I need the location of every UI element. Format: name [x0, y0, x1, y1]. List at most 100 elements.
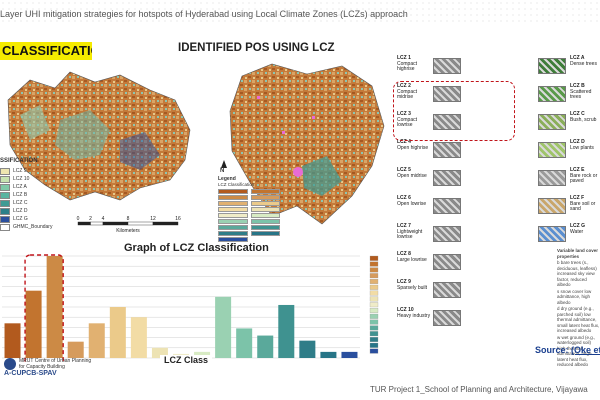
- lcz-code: LCZ 1: [397, 55, 411, 61]
- legend-swatch: [0, 167, 10, 175]
- lcz-name: Low plants: [570, 144, 594, 151]
- lcz-name: Compact highrise: [397, 60, 418, 73]
- lcz-illustration-icon: [538, 58, 566, 74]
- scale-tick-label: 2: [89, 216, 92, 222]
- chart-bar: [299, 340, 316, 358]
- lcz-reference-item: LCZ F Bare soil or sand: [570, 195, 600, 213]
- lcz-reference-item: LCZ B Scattered trees: [570, 83, 600, 101]
- lcz-illustration-icon: [433, 198, 461, 214]
- lcz-illustration-icon: [538, 114, 566, 130]
- mid-legend-title: Legend: [218, 176, 236, 182]
- chart-bar: [320, 351, 337, 358]
- scale-tick-label: 12: [150, 216, 156, 222]
- lcz-reference-item: LCZ 6 Open lowrise: [397, 195, 433, 207]
- lcz-name: Bare soil or sand: [570, 200, 596, 213]
- chart-legend-swatch: [369, 331, 379, 337]
- chart-bar: [194, 351, 211, 358]
- lcz-code: LCZ 7: [397, 223, 411, 229]
- lcz-name: Sparsely built: [397, 284, 428, 291]
- legend-swatch: [0, 175, 10, 183]
- lcz-name: Water: [570, 228, 584, 235]
- chart-bar: [278, 304, 295, 358]
- mid-legend-grid: [218, 189, 280, 242]
- lcz-illustration-icon: [433, 254, 461, 270]
- chart-legend-swatch: [369, 261, 379, 267]
- chart-legend-swatch: [369, 296, 379, 302]
- scale-segment: [102, 221, 129, 226]
- scale-tick-label: 16: [175, 216, 181, 222]
- lcz-illustration-icon: [433, 226, 461, 242]
- chart-legend-swatch: [369, 313, 379, 319]
- chart-legend-swatch: [369, 302, 379, 308]
- lcz-illustration-icon: [433, 142, 461, 158]
- hyderabad-lcz-map: [0, 60, 200, 220]
- lcz-code: LCZ F: [570, 195, 585, 201]
- lcz-reference-item: LCZ 8 Large lowrise: [397, 251, 433, 263]
- lcz-code: LCZ 10: [397, 307, 414, 313]
- identified-pos-heading: IDENTIFIED POS USING LCZ: [178, 42, 335, 54]
- mid-legend-swatch: [250, 207, 280, 212]
- left-legend-item: LCZ 10: [0, 175, 70, 183]
- classification-heading: CLASSIFICATION: [0, 42, 92, 60]
- lcz-illustration-icon: [538, 226, 566, 242]
- variable-land-cover-note: Variable land cover properties b bare tr…: [557, 248, 600, 368]
- chart-highlight-box: [24, 254, 64, 368]
- legend-label: LCZ 9: [13, 168, 27, 174]
- mid-legend-swatch: [218, 213, 248, 218]
- lcz-illustration-icon: [433, 282, 461, 298]
- lcz-reference-item: LCZ 2 Compact midrise: [397, 83, 433, 101]
- mid-legend-swatch: [218, 207, 248, 212]
- chart-bar: [236, 328, 253, 358]
- lcz-illustration-icon: [538, 198, 566, 214]
- lcz-code: LCZ 8: [397, 251, 411, 257]
- chart-legend-swatch: [369, 337, 379, 342]
- lcz-reference-item: LCZ 5 Open midrise: [397, 167, 433, 179]
- left-legend-item: LCZ G: [0, 215, 70, 223]
- lcz-illustration-icon: [433, 114, 461, 130]
- logo-emblem-icon: [4, 358, 16, 370]
- lcz-code: LCZ 6: [397, 195, 411, 201]
- legend-swatch: [0, 207, 10, 215]
- logo-line-2: for Capacity Building: [19, 364, 65, 370]
- chart-bar: [46, 256, 63, 358]
- legend-swatch: [0, 223, 10, 231]
- chart-bar: [4, 323, 21, 358]
- legend-label: GHMC_Boundary: [13, 224, 53, 230]
- left-legend-item: LCZ 9: [0, 167, 70, 175]
- chart-bar: [257, 335, 274, 358]
- lcz-bar-chart: [0, 254, 388, 368]
- lcz-name: Bush, scrub: [570, 116, 597, 123]
- variable-item: s snow cover low admittance, high albedo: [557, 288, 592, 305]
- chart-bar: [341, 351, 358, 358]
- lcz-code: LCZ B: [570, 83, 585, 89]
- chart-canvas: [2, 254, 379, 368]
- lcz-illustration-icon: [538, 170, 566, 186]
- lcz-reference-item: LCZ 3 Compact lowrise: [397, 111, 433, 129]
- scale-segment: [90, 221, 104, 226]
- lcz-reference-item: LCZ G Water: [570, 223, 600, 235]
- lcz-name: Dense trees: [570, 60, 597, 67]
- title-bar: [0, 0, 600, 26]
- legend-label: LCZ B: [13, 192, 28, 198]
- chart-legend-swatch: [369, 267, 379, 273]
- lcz-illustration-icon: [538, 86, 566, 102]
- chart-legend-swatch: [369, 325, 379, 331]
- variable-items: b bare trees (s., deciduous, leafless) i…: [557, 260, 600, 368]
- lcz-reference-item: LCZ 10 Heavy industry: [397, 307, 433, 319]
- north-arrow-icon: N: [220, 160, 227, 174]
- source-link[interactable]: (Oke et: [571, 345, 600, 355]
- scale-bar: 0 2 4 8 12 16 Kilometers: [74, 214, 194, 236]
- chart-legend-swatch: [369, 273, 379, 279]
- lcz-name: Open lowrise: [397, 200, 427, 207]
- lcz-illustration-icon: [433, 310, 461, 326]
- mid-legend-swatch: [218, 219, 248, 224]
- variable-item: d dry ground (e.g., parched soil) low th…: [557, 306, 600, 333]
- logo-brand: A-CUPCB-SPAV: [4, 370, 57, 377]
- mid-legend-swatch: [218, 189, 248, 194]
- left-legend-items: LCZ 9 LCZ 10 LCZ A LCZ B LCZ C LCZ D LCZ G GHMC…: [0, 167, 70, 231]
- identified-pos-map: [212, 56, 392, 232]
- chart-legend-swatch: [369, 348, 379, 354]
- lcz-code: LCZ 4: [397, 139, 411, 145]
- mid-map-legend: Legend LCZ Classification: [218, 176, 280, 242]
- legend-swatch: [0, 199, 10, 207]
